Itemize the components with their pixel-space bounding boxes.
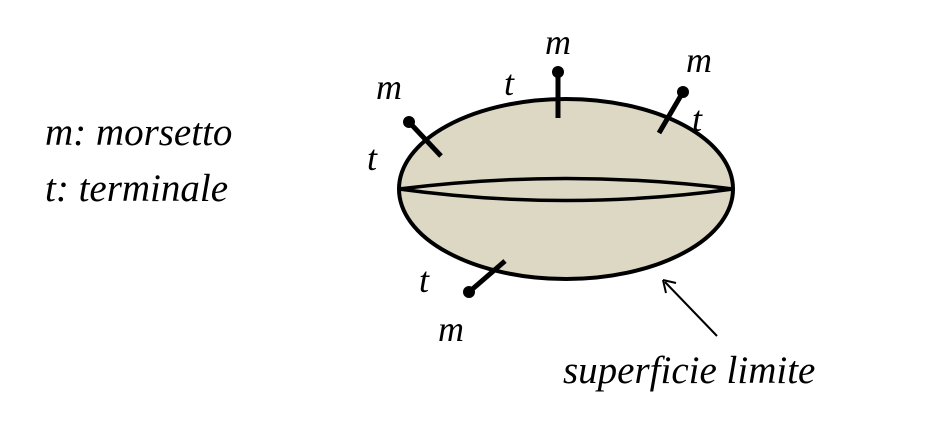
terminal-upper-left — [403, 116, 443, 158]
morsetto-label-upper-left: m — [376, 67, 402, 107]
terminal-top — [552, 66, 564, 118]
terminale-label-upper-right: t — [692, 99, 703, 139]
terminale-label-upper-left: t — [367, 138, 378, 178]
morsetto-label-upper-right: m — [686, 40, 712, 80]
terminal-upper-right — [656, 86, 689, 135]
morsetto-label-bottom: m — [438, 309, 464, 349]
equator-line — [398, 176, 734, 203]
surface-pointer-arrow-shaft — [664, 281, 718, 337]
terminal-upper-left-dot — [403, 116, 415, 128]
terminale-label-top: t — [504, 63, 515, 103]
terminal-bottom-lead — [467, 259, 507, 294]
terminal-bottom — [463, 259, 507, 298]
terminal-upper-left-lead — [407, 120, 443, 158]
morsetto-label-top: m — [545, 22, 571, 62]
boundary-surface-ellipsoid — [397, 97, 735, 281]
surface-pointer-arrow — [662, 279, 718, 337]
terminal-bottom-dot — [463, 286, 475, 298]
surface-label: superficie limite — [563, 349, 815, 392]
surface-pointer-arrow-head — [662, 279, 677, 294]
terminal-upper-right-lead — [656, 90, 686, 135]
legend-morsetto: m: morsetto — [45, 111, 232, 154]
legend-terminale: t: terminale — [45, 167, 228, 210]
terminal-top-dot — [552, 66, 564, 78]
terminale-label-bottom: t — [419, 260, 430, 300]
terminal-upper-right-dot — [677, 86, 689, 98]
